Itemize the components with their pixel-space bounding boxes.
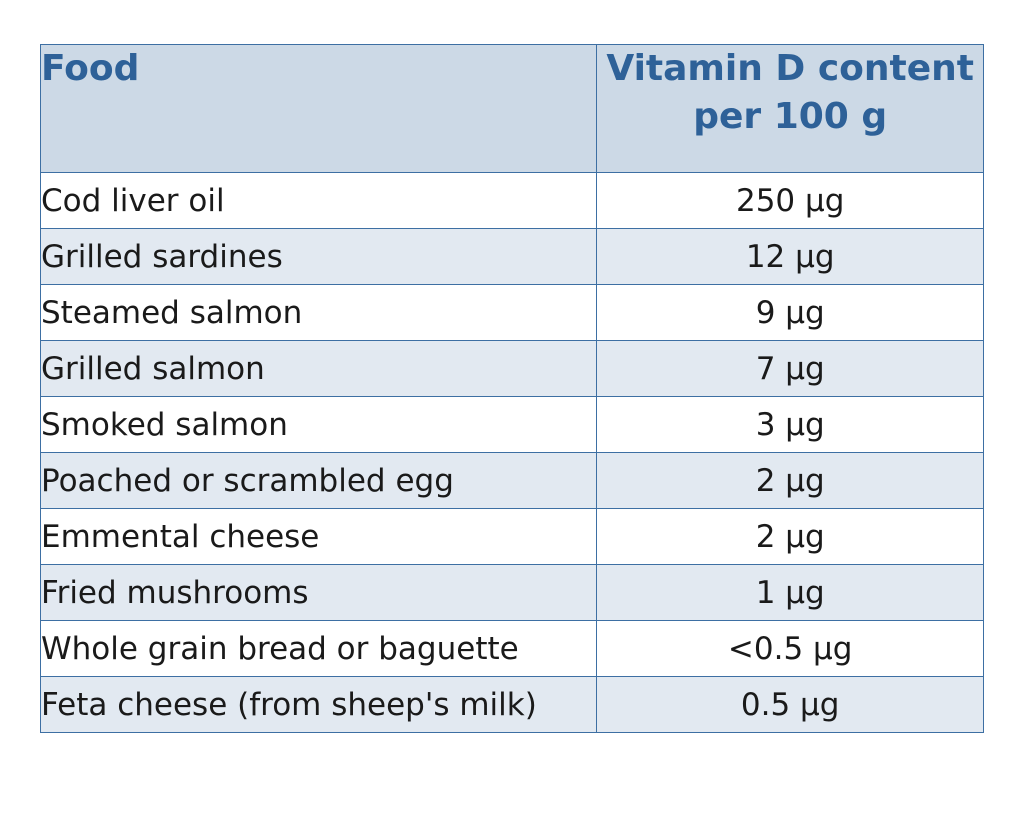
vitamin-d-cell: 2 µg [596,508,984,565]
table-row: Feta cheese (from sheep's milk) 0.5 µg [39,676,984,733]
vitamin-d-cell: 250 µg [596,172,984,229]
food-cell: Emmental cheese [39,508,598,565]
vitamin-d-cell: 9 µg [596,284,984,341]
table-row: Grilled salmon 7 µg [39,340,984,397]
header-vitamin-d: Vitamin D content per 100 g [596,44,984,173]
food-cell: Fried mushrooms [39,564,598,621]
table-row: Whole grain bread or baguette <0.5 µg [39,620,984,677]
food-cell: Poached or scrambled egg [39,452,598,509]
food-cell: Smoked salmon [39,396,598,453]
vitamin-d-cell: 12 µg [596,228,984,285]
vitamin-d-cell: 7 µg [596,340,984,397]
food-cell: Grilled salmon [39,340,598,397]
food-cell: Grilled sardines [39,228,598,285]
table-row: Emmental cheese 2 µg [39,508,984,565]
header-vitamin-d-line1: Vitamin D content [606,48,975,89]
vitamin-d-cell: 0.5 µg [596,676,984,733]
header-row: Food Vitamin D content per 100 g [39,44,984,173]
vitamin-d-cell: 1 µg [596,564,984,621]
food-cell: Cod liver oil [39,172,598,229]
table-row: Poached or scrambled egg 2 µg [39,452,984,509]
food-cell: Steamed salmon [39,284,598,341]
header-vitamin-d-line2: per 100 g [693,96,888,137]
vitamin-d-table: Food Vitamin D content per 100 g Cod liv… [39,44,984,733]
table-row: Fried mushrooms 1 µg [39,564,984,621]
food-cell: Feta cheese (from sheep's milk) [39,676,598,733]
vitamin-d-cell: <0.5 µg [596,620,984,677]
table-header: Food Vitamin D content per 100 g [39,44,984,173]
table-body: Cod liver oil 250 µg Grilled sardines 12… [39,172,984,733]
table-row: Smoked salmon 3 µg [39,396,984,453]
table-row: Steamed salmon 9 µg [39,284,984,341]
vitamin-d-cell: 2 µg [596,452,984,509]
header-food: Food [39,44,598,173]
vitamin-d-cell: 3 µg [596,396,984,453]
table-row: Cod liver oil 250 µg [39,172,984,229]
table-row: Grilled sardines 12 µg [39,228,984,285]
food-cell: Whole grain bread or baguette [39,620,598,677]
